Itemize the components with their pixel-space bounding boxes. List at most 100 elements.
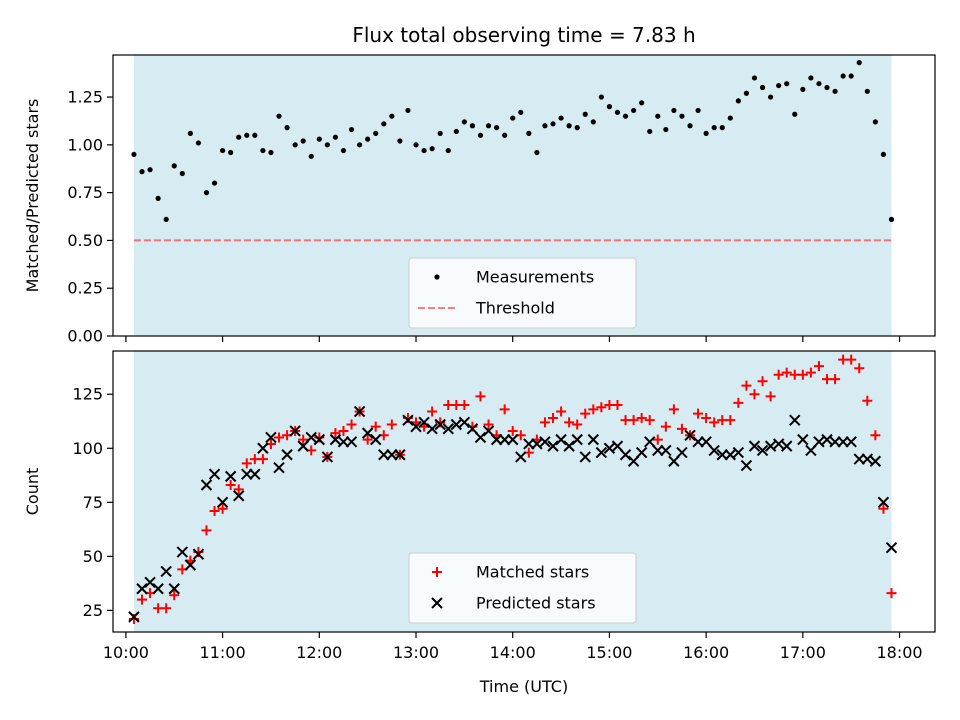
- predicted-star-point: [176, 546, 189, 558]
- plus-marker: [298, 434, 309, 445]
- predicted-star-point: [136, 583, 148, 595]
- x-marker: [805, 444, 817, 457]
- x-marker: [515, 451, 527, 463]
- measurement-point: [276, 113, 282, 119]
- x-tick-label: 15:00: [586, 643, 632, 662]
- x-marker: [611, 440, 624, 452]
- measurement-point: [316, 136, 322, 142]
- plus-marker: [797, 369, 808, 380]
- measurement-point: [373, 130, 379, 136]
- y-tick-label: 125: [72, 385, 103, 404]
- plus-marker: [274, 432, 285, 443]
- chart-title: Flux total observing time = 7.83 h: [352, 23, 695, 47]
- legend-box: [408, 552, 637, 624]
- x-marker: [402, 414, 414, 426]
- matched-star-point: [298, 434, 309, 445]
- legend-entry-label: Measurements: [476, 268, 594, 287]
- x-marker: [257, 442, 269, 454]
- x-marker: [144, 576, 156, 588]
- matched-star-point: [797, 369, 808, 380]
- predicted-star-point: [249, 468, 261, 480]
- predicted-star-point: [152, 583, 164, 595]
- plus-marker: [749, 389, 760, 400]
- y-axis-label: Matched/Predicted stars: [23, 99, 42, 293]
- measurement-point: [784, 81, 790, 87]
- plus-marker: [588, 404, 599, 415]
- matched-star-point: [749, 389, 760, 400]
- predicted-star-point: [426, 423, 438, 435]
- plus-marker: [548, 413, 559, 424]
- measurement-point: [421, 147, 427, 154]
- plus-marker: [636, 413, 647, 424]
- matched-star-point: [773, 369, 784, 380]
- measurement-point: [639, 100, 645, 106]
- x-marker: [676, 446, 688, 459]
- plus-marker: [813, 361, 824, 372]
- predicted-star-point: [563, 440, 575, 452]
- measurement-point: [453, 128, 459, 135]
- plus-marker: [652, 434, 663, 445]
- x-marker: [281, 449, 293, 461]
- plus-marker: [169, 590, 180, 601]
- matched-star-point: [386, 419, 397, 430]
- measurement-point: [768, 94, 774, 100]
- x-marker: [748, 440, 761, 452]
- legend-entry-label: Threshold: [475, 299, 555, 318]
- x-marker: [724, 449, 737, 461]
- plus-marker: [161, 603, 172, 614]
- measurement-point: [203, 190, 210, 196]
- x-marker: [619, 449, 632, 461]
- plus-marker: [475, 391, 486, 402]
- measurement-point: [485, 123, 492, 129]
- predicted-star-point: [281, 449, 293, 461]
- plus-marker: [854, 363, 865, 374]
- measurement-point: [324, 142, 330, 148]
- x-marker: [579, 451, 591, 463]
- plus-marker: [878, 503, 889, 514]
- measurement-point: [832, 88, 838, 94]
- predicted-star-point: [587, 433, 600, 446]
- measurement-point: [711, 125, 717, 131]
- predicted-star-point: [410, 420, 422, 433]
- plus-marker: [330, 428, 341, 439]
- predicted-star-point: [885, 541, 898, 554]
- measurement-point: [663, 126, 669, 133]
- matched-star-point: [805, 367, 816, 378]
- measurement-point: [365, 136, 371, 142]
- predicted-star-point: [748, 440, 761, 452]
- matched-star-point: [459, 400, 470, 411]
- matched-star-point: [636, 413, 647, 424]
- x-marker: [353, 405, 366, 418]
- predicted-star-point: [345, 436, 358, 448]
- predicted-star-point: [813, 436, 825, 448]
- matched-star-point: [548, 413, 559, 424]
- legend-box: [408, 257, 637, 329]
- plus-marker: [459, 400, 470, 411]
- measurement-point: [776, 82, 782, 89]
- measurement-point: [840, 73, 846, 79]
- predicted-star-point: [168, 583, 180, 595]
- predicted-star-point: [458, 416, 471, 429]
- predicted-star-point: [555, 433, 567, 446]
- matched-star-point: [709, 417, 720, 428]
- x-marker: [587, 433, 600, 446]
- x-marker: [861, 453, 874, 465]
- matched-star-point: [338, 425, 349, 436]
- legend-dot-icon: [434, 274, 440, 280]
- y-tick-label: 0.00: [67, 327, 103, 346]
- measurement-point: [179, 170, 185, 177]
- predicted-star-point: [595, 446, 608, 459]
- measurement-point: [389, 113, 395, 119]
- measurement-point: [679, 113, 685, 119]
- measurement-point: [131, 151, 137, 158]
- plus-marker: [693, 408, 704, 419]
- measurement-point: [292, 142, 298, 148]
- matched-star-point: [539, 417, 550, 428]
- measurement-point: [759, 84, 766, 91]
- x-marker: [434, 418, 446, 431]
- x-marker: [813, 436, 825, 448]
- predicted-star-point: [700, 436, 712, 448]
- measurement-point: [260, 147, 266, 154]
- plus-marker: [499, 404, 510, 415]
- plus-marker: [612, 400, 623, 411]
